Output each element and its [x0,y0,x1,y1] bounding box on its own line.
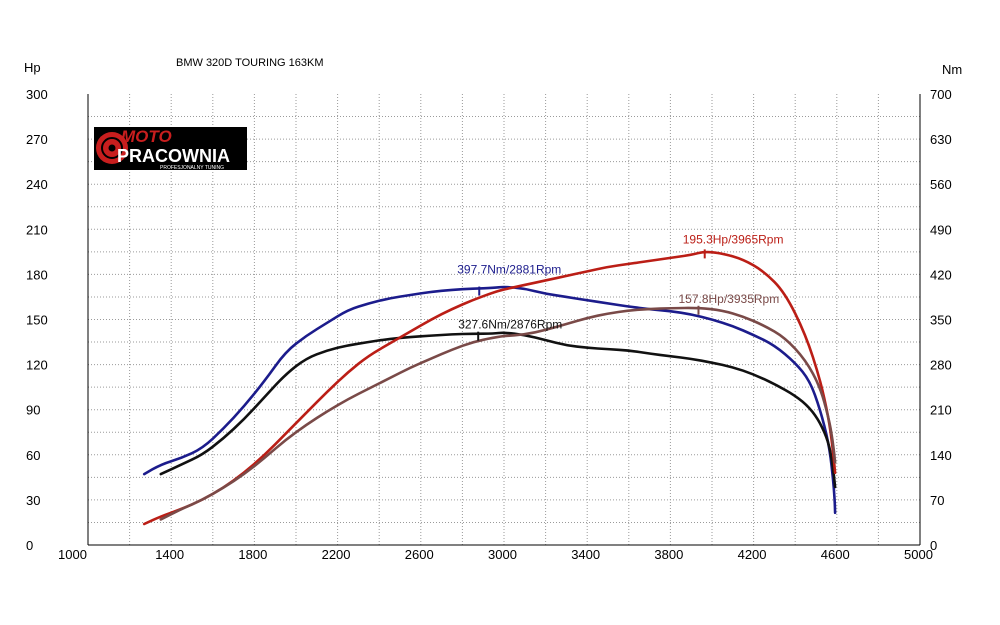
right-tick-label: 140 [930,448,952,463]
right-axis-ticks: 0 70 140 210 280 350 420 490 560 630 700 [930,87,952,553]
right-tick-label: 560 [930,177,952,192]
left-tick-label: 30 [26,493,40,508]
curve-torque-stock [159,331,837,489]
left-axis-ticks: 0 30 60 90 120 150 180 210 240 270 300 [26,87,48,553]
peak-label-power-stock: 157.8Hp/3935Rpm [678,292,779,306]
right-tick-label: 350 [930,313,952,328]
right-tick-label: 280 [930,358,952,373]
logo: MOTO PRACOWNIA PROFESJONALNY TUNING [94,127,247,171]
x-tick-label: 4600 [821,547,850,562]
logo-gear-icon [96,132,128,164]
right-axis-unit: Nm [942,62,962,77]
right-tick-label: 700 [930,87,952,102]
x-tick-label: 3000 [488,547,517,562]
x-axis-ticks: 1000 1400 1800 2200 2600 3000 3400 3800 4200 4600… [58,547,933,562]
right-tick-label: 630 [930,132,952,147]
left-tick-label: 90 [26,403,40,418]
right-tick-label: 420 [930,267,952,282]
left-tick-label: 120 [26,358,48,373]
curves [142,250,837,526]
left-tick-label: 180 [26,267,48,282]
left-tick-label: 0 [26,538,33,553]
left-tick-label: 270 [26,132,48,147]
x-tick-label: 4200 [738,547,767,562]
left-axis-unit: Hp [24,60,41,75]
peak-labels: 397.7Nm/2881Rpm 327.6Nm/2876Rpm 195.3Hp/39… [457,232,784,341]
x-tick-label: 1000 [58,547,87,562]
left-tick-label: 240 [26,177,48,192]
x-tick-label: 5000 [904,547,933,562]
right-tick-label: 70 [930,493,944,508]
right-tick-label: 0 [930,538,937,553]
x-tick-label: 3800 [654,547,683,562]
x-tick-label: 2200 [322,547,351,562]
left-tick-label: 210 [26,222,48,237]
left-tick-label: 150 [26,313,48,328]
x-tick-label: 2600 [405,547,434,562]
curve-power-tuned [142,250,837,526]
peak-label-power-tuned: 195.3Hp/3965Rpm [683,232,784,246]
curve-power-stock [159,306,837,521]
x-tick-label: 1800 [238,547,267,562]
x-tick-label: 3400 [571,547,600,562]
logo-tagline: PROFESJONALNY TUNING [160,165,224,171]
right-tick-label: 490 [930,222,952,237]
logo-line2: PRACOWNIA [117,146,230,166]
logo-line1: MOTO [121,127,172,146]
peak-label-torque-tuned: 397.7Nm/2881Rpm [457,263,561,277]
left-tick-label: 300 [26,87,48,102]
peak-label-torque-stock: 327.6Nm/2876Rpm [458,318,562,332]
chart-title: BMW 320D TOURING 163KM [176,57,324,69]
right-tick-label: 210 [930,403,952,418]
x-tick-label: 1400 [155,547,184,562]
left-tick-label: 60 [26,448,40,463]
